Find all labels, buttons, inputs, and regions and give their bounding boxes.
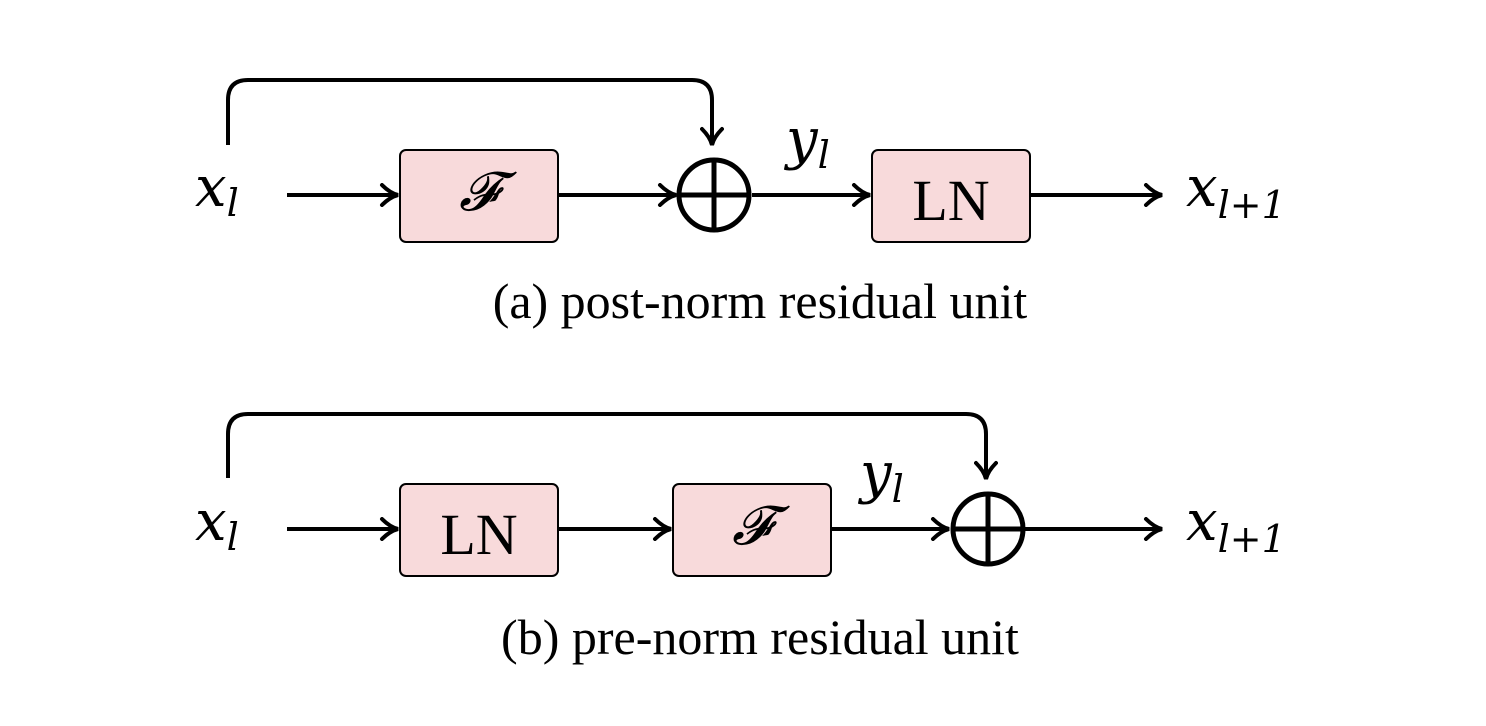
pre-norm-skip-connection: [226, 412, 998, 480]
pre-norm-caption: (b) pre-norm residual unit: [501, 609, 1019, 665]
post-norm-unit: xl 𝓕 yl LN xl+1 (a) post-norm residu: [195, 78, 1286, 329]
post-norm-add-node: [676, 157, 752, 233]
output-var: x: [1186, 489, 1218, 554]
post-norm-ln-block: [871, 149, 1031, 243]
post-norm-ln-label: LN: [912, 168, 989, 233]
post-norm-intermediate-label: yl: [783, 107, 830, 177]
pre-norm-ln-block: [399, 483, 559, 577]
intermediate-sub: l: [818, 133, 830, 177]
pre-norm-intermediate-label: yl: [857, 441, 904, 511]
pre-norm-add-node: [950, 491, 1026, 567]
intermediate-sub: l: [892, 467, 904, 511]
pre-norm-f-block: [672, 483, 832, 577]
input-var: x: [195, 489, 227, 554]
post-norm-f-block: [399, 149, 559, 243]
intermediate-var: y: [857, 441, 893, 506]
pre-norm-output-label: xl+1: [1186, 489, 1286, 561]
intermediate-var: y: [783, 107, 819, 172]
output-sub: l+1: [1218, 517, 1286, 561]
post-norm-output-label: xl+1: [1186, 155, 1286, 227]
input-sub: l: [227, 515, 239, 559]
pre-norm-unit: xl LN 𝓕 yl xl+1 (b) pre-norm residua: [195, 412, 1286, 665]
output-var: x: [1186, 155, 1218, 220]
post-norm-skip-connection: [226, 78, 724, 146]
post-norm-caption: (a) post-norm residual unit: [493, 273, 1028, 329]
post-norm-input-label: xl: [195, 155, 239, 225]
input-sub: l: [227, 181, 239, 225]
output-sub: l+1: [1218, 183, 1286, 227]
input-var: x: [195, 155, 227, 220]
pre-norm-input-label: xl: [195, 489, 239, 559]
pre-norm-ln-label: LN: [440, 502, 517, 567]
